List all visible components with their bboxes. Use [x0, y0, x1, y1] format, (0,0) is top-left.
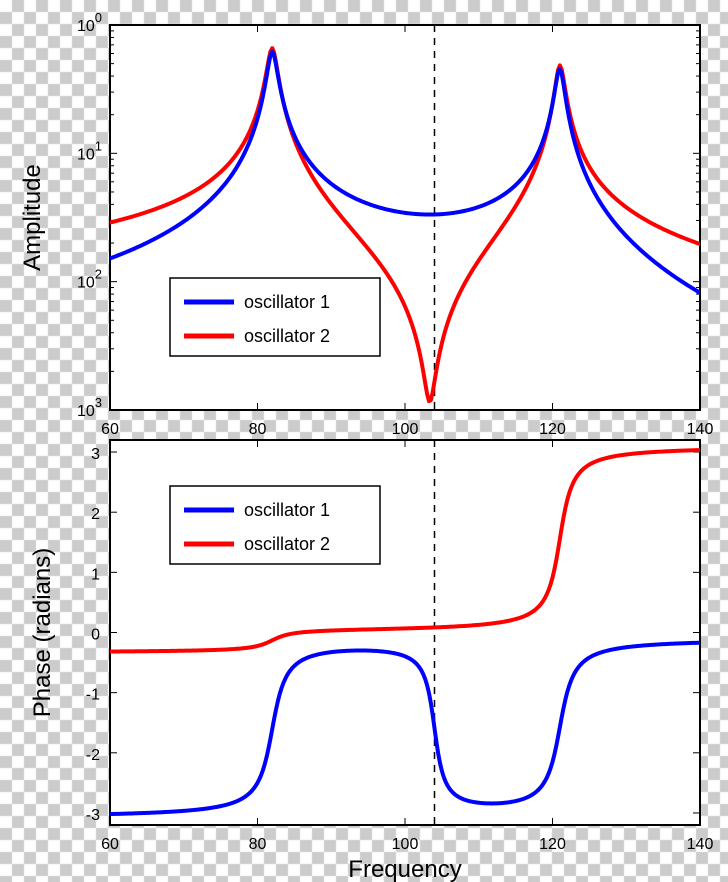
ytick-label: 102 — [77, 267, 102, 292]
ytick-label: 101 — [77, 138, 102, 163]
xtick-label: 140 — [687, 836, 714, 853]
legend-label: oscillator 2 — [244, 326, 330, 346]
plot-svg: 6080100120140100101102103Amplitudeoscill… — [0, 0, 728, 882]
figure-root: { "canvas": { "width": 728, "height": 88… — [0, 0, 728, 882]
xtick-label: 120 — [539, 421, 566, 438]
legend-label: oscillator 1 — [244, 292, 330, 312]
ytick-label: 100 — [77, 10, 102, 35]
xtick-label: 100 — [392, 836, 419, 853]
ylabel-phase: Phase (radians) — [29, 548, 56, 717]
xtick-label: 120 — [539, 836, 566, 853]
ytick-label: -1 — [86, 687, 100, 704]
xtick-label: 60 — [101, 421, 119, 438]
xlabel-frequency: Frequency — [348, 856, 461, 882]
xtick-label: 80 — [249, 421, 267, 438]
ytick-label: 0 — [91, 627, 100, 644]
xtick-label: 140 — [687, 421, 714, 438]
amplitude-panel: 60 80 100 120 140 100 101 102 103 Amplitude oscill… — [19, 10, 713, 438]
legend-label: oscillator 1 — [244, 500, 330, 520]
ylabel-amplitude: Amplitude — [19, 164, 46, 271]
xtick-label: 80 — [249, 836, 267, 853]
ytick-label: -3 — [86, 807, 100, 824]
ytick-label: 2 — [91, 506, 100, 523]
ytick-label: 1 — [91, 566, 100, 583]
xtick-label: 100 — [392, 421, 419, 438]
ytick-label: 3 — [91, 446, 100, 463]
ytick-label: 103 — [77, 395, 102, 420]
legend-label: oscillator 2 — [244, 534, 330, 554]
ytick-label: -2 — [86, 747, 100, 764]
xtick-label: 60 — [101, 836, 119, 853]
phase-panel: 60 80 100 120 140 -3 -2 -1 0 1 2 3 Phase (radians) Fr… — [29, 440, 713, 882]
